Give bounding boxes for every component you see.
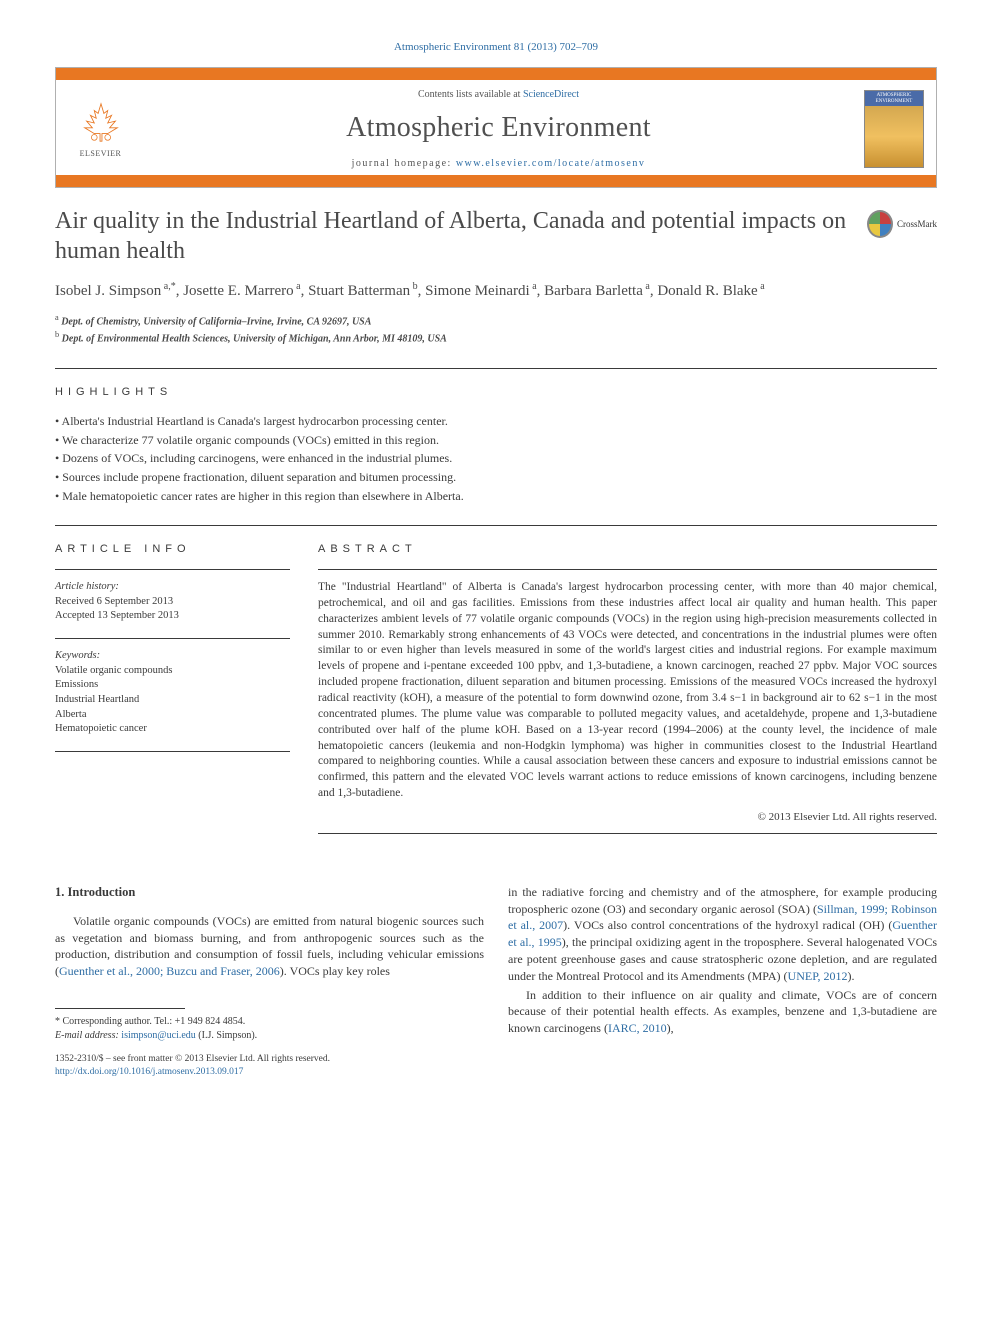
homepage-prefix: journal homepage:	[352, 158, 456, 169]
abstract-divider	[318, 833, 937, 834]
crossmark-label: CrossMark	[897, 218, 937, 230]
contents-available-line: Contents lists available at ScienceDirec…	[143, 88, 854, 102]
abstract-label: ABSTRACT	[318, 542, 937, 557]
received-date: Received 6 September 2013	[55, 595, 290, 610]
keyword: Emissions	[55, 678, 290, 693]
article-history: Article history: Received 6 September 20…	[55, 580, 290, 624]
footer-meta: 1352-2310/$ – see front matter © 2013 El…	[55, 1053, 484, 1079]
abstract-divider	[318, 569, 937, 570]
accepted-date: Accepted 13 September 2013	[55, 609, 290, 624]
body-text: ), the principal oxidizing agent in the …	[508, 935, 937, 983]
highlights-label: HIGHLIGHTS	[55, 385, 937, 400]
journal-name: Atmospheric Environment	[143, 109, 854, 147]
footnote-divider	[55, 1008, 185, 1009]
highlight-item: Male hematopoietic cancer rates are high…	[55, 487, 937, 506]
publisher-logo: ELSEVIER	[68, 94, 133, 164]
info-divider	[55, 638, 290, 639]
abstract-copyright: © 2013 Elsevier Ltd. All rights reserved…	[318, 810, 937, 825]
sciencedirect-link[interactable]: ScienceDirect	[523, 89, 579, 100]
author-list: Isobel J. Simpson a,*, Josette E. Marrer…	[55, 280, 937, 302]
header-citation: Atmospheric Environment 81 (2013) 702–70…	[55, 40, 937, 55]
keyword: Hematopoietic cancer	[55, 722, 290, 737]
issn-line: 1352-2310/$ – see front matter © 2013 El…	[55, 1053, 484, 1066]
journal-cover-thumbnail: ATMOSPHERIC ENVIRONMENT	[864, 90, 924, 168]
doi-link[interactable]: http://dx.doi.org/10.1016/j.atmosenv.201…	[55, 1067, 243, 1077]
body-text: ),	[667, 1021, 674, 1035]
journal-homepage-line: journal homepage: www.elsevier.com/locat…	[143, 157, 854, 171]
email-author: (I.J. Simpson).	[196, 1030, 257, 1041]
divider	[55, 368, 937, 369]
keyword: Volatile organic compounds	[55, 664, 290, 679]
body-text: ).	[848, 969, 855, 983]
contents-prefix: Contents lists available at	[418, 89, 523, 100]
info-divider	[55, 569, 290, 570]
cover-thumb-label: ATMOSPHERIC ENVIRONMENT	[867, 93, 921, 104]
section-heading: 1. Introduction	[55, 884, 484, 901]
corresponding-author-note: * Corresponding author. Tel.: +1 949 824…	[55, 1015, 484, 1043]
elsevier-tree-icon	[77, 99, 125, 147]
affiliations: a Dept. of Chemistry, University of Cali…	[55, 312, 937, 347]
body-paragraph: in the radiative forcing and chemistry a…	[508, 884, 937, 985]
highlight-item: We characterize 77 volatile organic comp…	[55, 431, 937, 450]
keywords-block: Keywords: Volatile organic compoundsEmis…	[55, 649, 290, 737]
article-info-label: ARTICLE INFO	[55, 542, 290, 557]
corr-author-tel: * Corresponding author. Tel.: +1 949 824…	[55, 1015, 484, 1029]
email-link[interactable]: isimpson@uci.edu	[121, 1030, 195, 1041]
highlight-item: Sources include propene fractionation, d…	[55, 468, 937, 487]
keyword: Alberta	[55, 708, 290, 723]
body-text: ). VOCs play key roles	[280, 964, 390, 978]
citation-link[interactable]: UNEP, 2012	[788, 969, 848, 983]
highlights-list: Alberta's Industrial Heartland is Canada…	[55, 412, 937, 505]
divider	[55, 525, 937, 526]
email-label: E-mail address:	[55, 1030, 121, 1041]
publisher-name: ELSEVIER	[80, 149, 122, 160]
article-title: Air quality in the Industrial Heartland …	[55, 206, 847, 266]
keywords-label: Keywords:	[55, 649, 290, 664]
body-paragraph: In addition to their influence on air qu…	[508, 987, 937, 1037]
citation-link[interactable]: Guenther et al., 2000; Buzcu and Fraser,…	[59, 964, 280, 978]
homepage-link[interactable]: www.elsevier.com/locate/atmosenv	[456, 158, 646, 169]
body-text: ). VOCs also control concentrations of t…	[563, 918, 892, 932]
abstract-text: The "Industrial Heartland" of Alberta is…	[318, 580, 937, 802]
history-label: Article history:	[55, 580, 290, 595]
highlight-item: Alberta's Industrial Heartland is Canada…	[55, 412, 937, 431]
body-paragraph: Volatile organic compounds (VOCs) are em…	[55, 913, 484, 980]
keyword: Industrial Heartland	[55, 693, 290, 708]
accent-bar-bottom	[56, 175, 936, 187]
journal-masthead: ELSEVIER Contents lists available at Sci…	[55, 67, 937, 188]
body-text: In addition to their influence on air qu…	[508, 988, 937, 1036]
citation-link[interactable]: IARC, 2010	[608, 1021, 667, 1035]
highlight-item: Dozens of VOCs, including carcinogens, w…	[55, 449, 937, 468]
info-divider	[55, 751, 290, 752]
accent-bar-top	[56, 68, 936, 80]
crossmark-icon	[867, 210, 893, 238]
crossmark-badge[interactable]: CrossMark	[867, 210, 937, 238]
